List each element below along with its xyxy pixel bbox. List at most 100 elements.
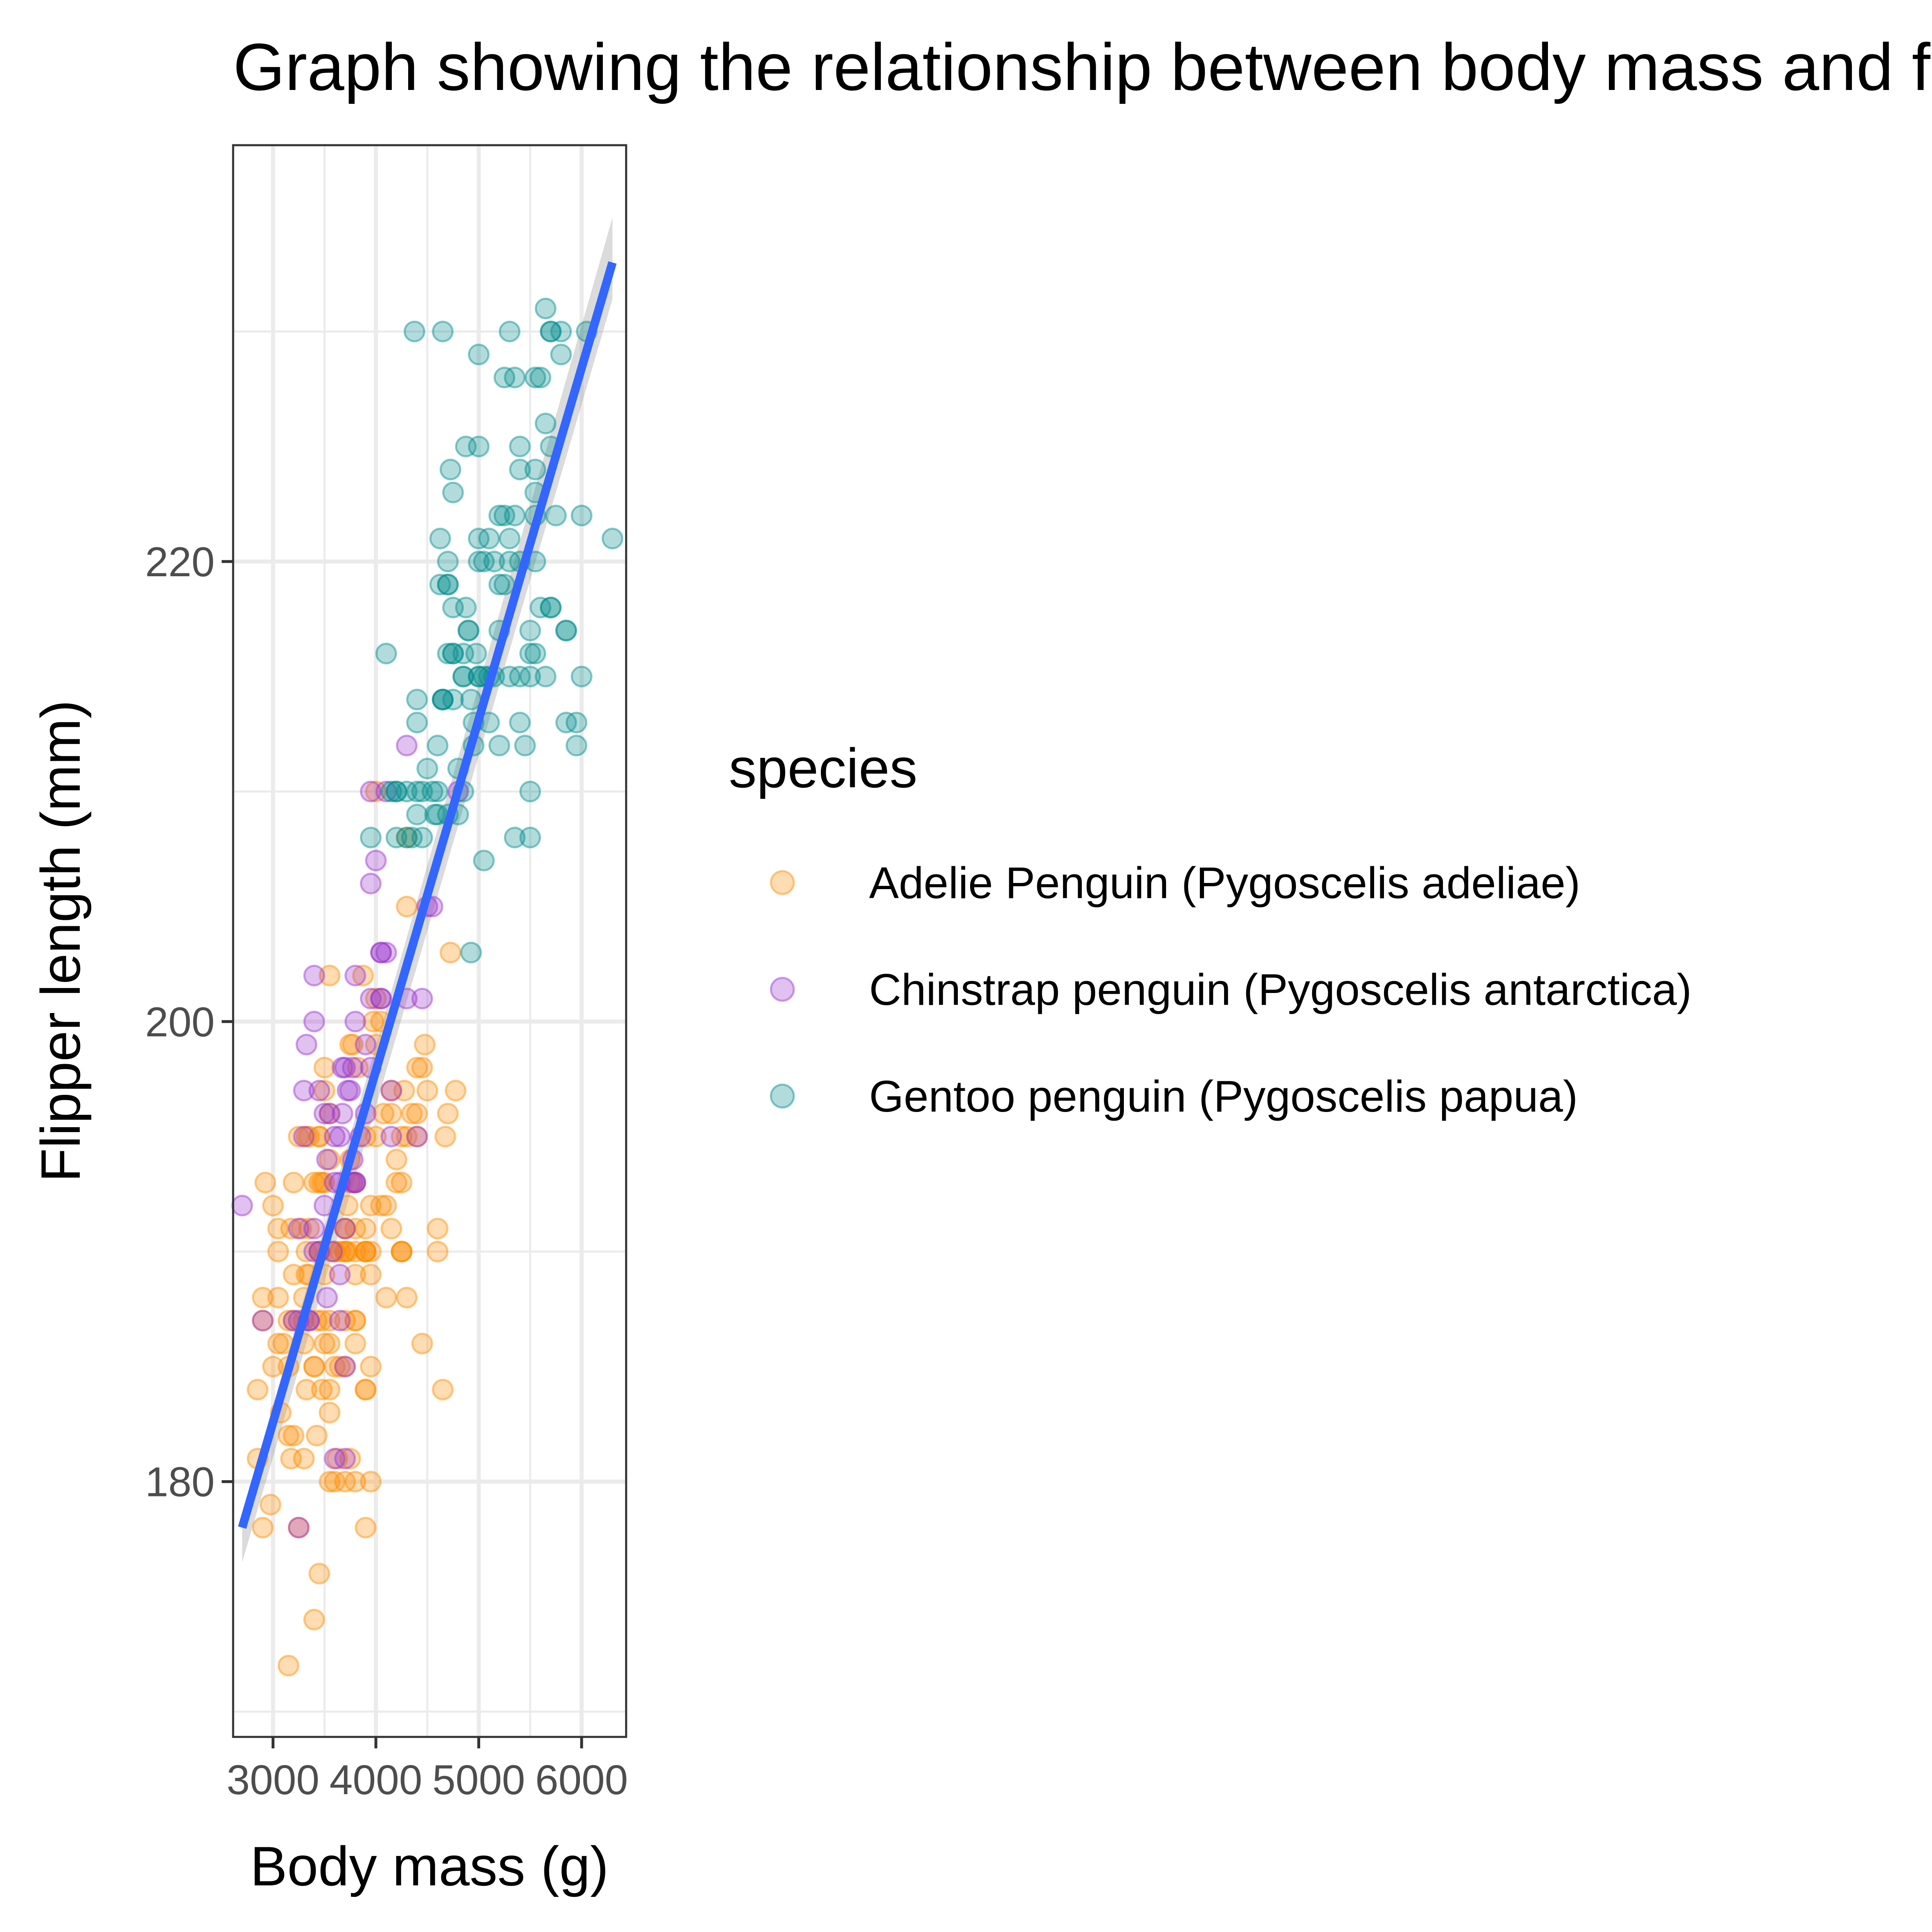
data-point	[334, 1471, 356, 1493]
data-point	[540, 596, 562, 618]
data-point	[457, 620, 479, 642]
data-point	[311, 1379, 333, 1401]
legend: species Adelie Penguin (Pygoscelis adeli…	[729, 737, 1692, 1121]
data-point	[406, 1126, 428, 1148]
data-point	[519, 643, 541, 665]
data-point	[403, 321, 425, 343]
data-point	[308, 1080, 330, 1102]
data-point	[360, 988, 382, 1010]
data-point	[396, 780, 418, 802]
data-point	[293, 1447, 315, 1469]
data-point	[290, 1218, 312, 1240]
data-point	[406, 780, 428, 802]
legend-entries: Adelie Penguin (Pygoscelis adeliae) Chins…	[770, 858, 1692, 1121]
data-point	[319, 1402, 341, 1424]
legend-entry: Gentoo penguin (Pygoscelis papua)	[770, 1072, 1578, 1121]
data-point	[252, 1310, 274, 1332]
data-point	[352, 964, 374, 986]
data-point	[319, 1379, 341, 1401]
data-point	[323, 1471, 346, 1493]
data-point	[360, 827, 382, 849]
data-point	[504, 366, 526, 389]
data-point	[319, 1103, 341, 1125]
data-point	[406, 688, 428, 710]
data-point	[323, 1355, 346, 1377]
data-point	[329, 1310, 351, 1332]
data-point	[283, 1264, 305, 1286]
data-point	[280, 1447, 302, 1469]
data-point	[316, 1287, 338, 1309]
data-point	[252, 1516, 274, 1539]
data-point	[437, 643, 459, 665]
x-axis: 3000 4000 5000 6000	[227, 1737, 628, 1803]
data-point	[334, 1240, 356, 1263]
data-point	[411, 780, 433, 802]
data-point	[303, 1218, 325, 1240]
data-point	[424, 804, 446, 826]
data-point	[319, 964, 341, 986]
data-point	[401, 1103, 423, 1125]
data-point	[473, 550, 495, 573]
legend-label: Adelie Penguin (Pygoscelis adeliae)	[869, 858, 1580, 908]
data-point	[504, 505, 526, 527]
data-point	[396, 1126, 418, 1148]
data-point	[295, 1033, 317, 1056]
data-point	[391, 1240, 413, 1263]
data-point	[329, 1355, 351, 1377]
data-point	[331, 1056, 353, 1078]
data-point	[308, 1126, 330, 1148]
y-axis-title: Flipper length (mm)	[29, 700, 92, 1182]
data-point	[303, 1609, 325, 1631]
data-point	[566, 735, 588, 757]
data-point	[277, 1424, 299, 1447]
data-point	[465, 643, 487, 665]
legend-entry: Chinstrap penguin (Pygoscelis antarctica…	[770, 965, 1692, 1015]
chart-title: Graph showing the relationship between b…	[233, 29, 1932, 104]
data-point	[355, 1240, 377, 1263]
data-point	[365, 780, 387, 802]
data-point	[488, 735, 510, 757]
data-point	[555, 712, 577, 734]
data-point	[427, 735, 449, 757]
data-point	[262, 1355, 284, 1377]
data-point	[334, 1240, 356, 1263]
data-point	[375, 780, 397, 802]
data-point	[385, 780, 407, 802]
x-tick-label: 4000	[330, 1757, 422, 1803]
data-point	[396, 896, 418, 918]
data-point	[391, 1126, 413, 1148]
data-point	[283, 1424, 305, 1447]
data-point	[434, 1126, 456, 1148]
data-point	[339, 1033, 361, 1056]
data-point	[331, 1103, 353, 1125]
data-point	[555, 620, 577, 642]
data-point	[365, 988, 387, 1010]
data-point	[445, 1080, 467, 1102]
data-point	[406, 1126, 428, 1148]
data-point	[509, 458, 531, 481]
data-point	[432, 321, 454, 343]
data-point	[365, 1126, 387, 1148]
data-point	[391, 1172, 413, 1194]
data-point	[375, 941, 397, 964]
data-point	[493, 505, 515, 527]
data-point	[360, 1240, 382, 1263]
data-point	[347, 1056, 369, 1078]
data-point	[457, 620, 479, 642]
data-point	[442, 481, 464, 503]
fit-line-layer	[238, 261, 617, 1529]
data-point	[303, 1011, 325, 1033]
data-point	[411, 1056, 433, 1078]
data-point	[329, 1126, 351, 1148]
data-point	[442, 596, 464, 618]
data-point	[406, 1103, 428, 1125]
data-point	[370, 941, 392, 964]
data-point	[380, 1126, 402, 1148]
data-point	[391, 1240, 413, 1263]
data-point	[355, 1240, 377, 1263]
data-point	[303, 964, 325, 986]
data-point	[308, 1126, 330, 1148]
fit-line	[238, 261, 617, 1529]
legend-key-point	[770, 870, 795, 895]
